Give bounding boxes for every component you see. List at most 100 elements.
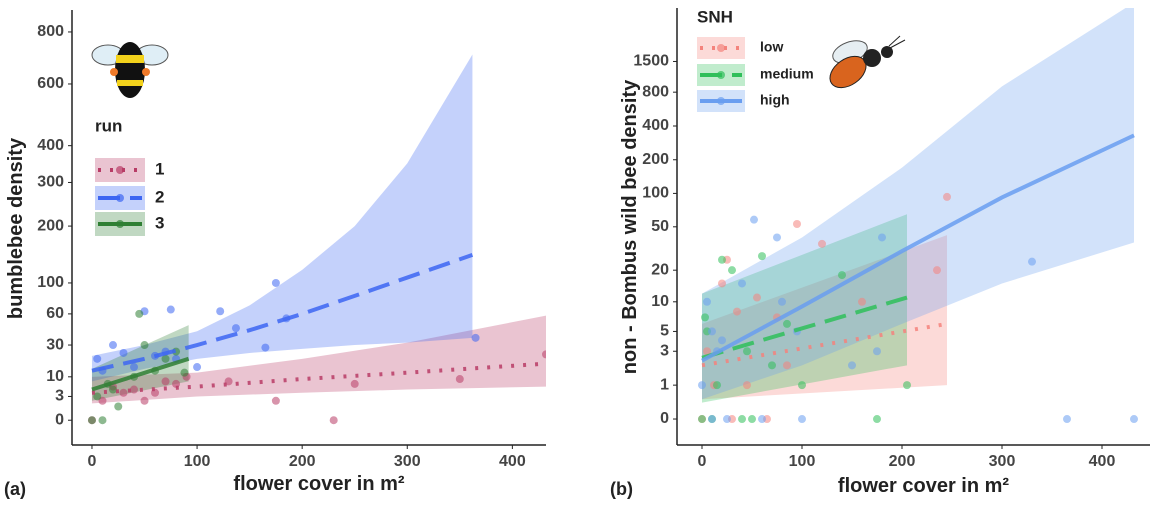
data-point (1063, 415, 1071, 424)
x-tick-label: 400 (1089, 453, 1116, 470)
data-point (773, 233, 781, 242)
legend-key (116, 194, 124, 202)
data-point (140, 341, 149, 350)
data-point (783, 361, 791, 370)
data-point (718, 255, 726, 264)
data-point (778, 297, 786, 306)
legend-key (717, 71, 725, 79)
x-axis-label: flower cover in m² (838, 475, 1009, 497)
legend-title: run (95, 116, 122, 135)
panel-label: (a) (4, 479, 26, 499)
y-tick-label: 5 (660, 323, 669, 340)
data-point (698, 381, 706, 390)
x-tick-label: 100 (184, 453, 211, 470)
plot-area (698, 8, 1138, 424)
data-point (708, 415, 716, 424)
data-point (818, 239, 826, 248)
data-point (161, 354, 170, 363)
data-point (130, 363, 139, 372)
y-tick-label: 300 (37, 174, 64, 191)
confidence-band (91, 315, 546, 404)
bee-icon (91, 42, 169, 98)
y-tick-label: 3 (660, 342, 669, 359)
data-point (748, 415, 756, 424)
legend-key (717, 44, 725, 52)
data-point (87, 416, 96, 425)
data-point (1130, 415, 1138, 424)
fit-line (701, 295, 908, 360)
bee-icon (829, 35, 906, 89)
y-tick-label: 800 (37, 23, 64, 40)
data-point (703, 347, 711, 356)
y-tick-label: 100 (37, 274, 64, 291)
data-point (703, 297, 711, 306)
data-point (793, 220, 801, 229)
fit-line (91, 361, 546, 395)
x-tick-label: 0 (88, 453, 97, 470)
x-tick-label: 0 (698, 453, 707, 470)
data-point (858, 297, 866, 306)
y-tick-label: 20 (651, 261, 669, 278)
data-point (750, 215, 758, 224)
data-point (783, 319, 791, 328)
y-tick-label: 10 (651, 293, 669, 310)
data-point (718, 336, 726, 345)
x-tick-label: 300 (989, 453, 1016, 470)
data-point (848, 361, 856, 370)
x-tick-label: 100 (789, 453, 816, 470)
x-tick-label: 200 (889, 453, 916, 470)
y-tick-label: 60 (46, 305, 64, 322)
data-point (471, 333, 480, 342)
legend-label: 3 (155, 213, 164, 232)
legend-label: medium (760, 66, 814, 82)
data-point (114, 402, 123, 411)
data-point (698, 415, 706, 424)
data-point (743, 347, 751, 356)
y-tick-label: 0 (55, 411, 64, 428)
data-point (350, 379, 359, 388)
confidence-band (91, 54, 473, 382)
data-point (943, 192, 951, 201)
y-tick-label: 200 (37, 217, 64, 234)
legend-label: high (760, 92, 790, 108)
y-tick-label: 30 (46, 336, 64, 353)
data-point (758, 252, 766, 261)
data-point (728, 266, 736, 275)
data-point (161, 377, 170, 386)
y-tick-label: 3 (55, 388, 64, 405)
data-point (873, 415, 881, 424)
data-point (93, 392, 102, 401)
data-point (93, 354, 102, 363)
data-point (98, 396, 107, 405)
data-point (838, 271, 846, 280)
data-point (193, 363, 202, 372)
x-axis-label: flower cover in m² (233, 473, 404, 495)
data-point (733, 307, 741, 316)
data-point (271, 278, 280, 287)
confidence-band (702, 235, 947, 400)
data-point (878, 233, 886, 242)
data-point (119, 388, 128, 397)
data-point (140, 396, 149, 405)
data-point (98, 416, 107, 425)
y-tick-label: 10 (46, 368, 64, 385)
legend-key (116, 220, 124, 228)
y-tick-label: 400 (37, 137, 64, 154)
data-point (231, 324, 240, 333)
data-point (743, 381, 751, 390)
legend-label: 1 (155, 159, 164, 178)
y-tick-label: 0 (660, 410, 669, 427)
data-point (708, 327, 716, 336)
y-tick-label: 50 (651, 218, 669, 235)
data-point (903, 381, 911, 390)
data-point (130, 385, 139, 394)
data-point (701, 313, 709, 322)
data-point (718, 279, 726, 288)
data-point (738, 279, 746, 288)
data-point (1028, 257, 1036, 266)
fit-line (701, 133, 1135, 363)
plot-area (87, 54, 546, 425)
data-point (329, 416, 338, 425)
x-tick-label: 400 (499, 453, 526, 470)
